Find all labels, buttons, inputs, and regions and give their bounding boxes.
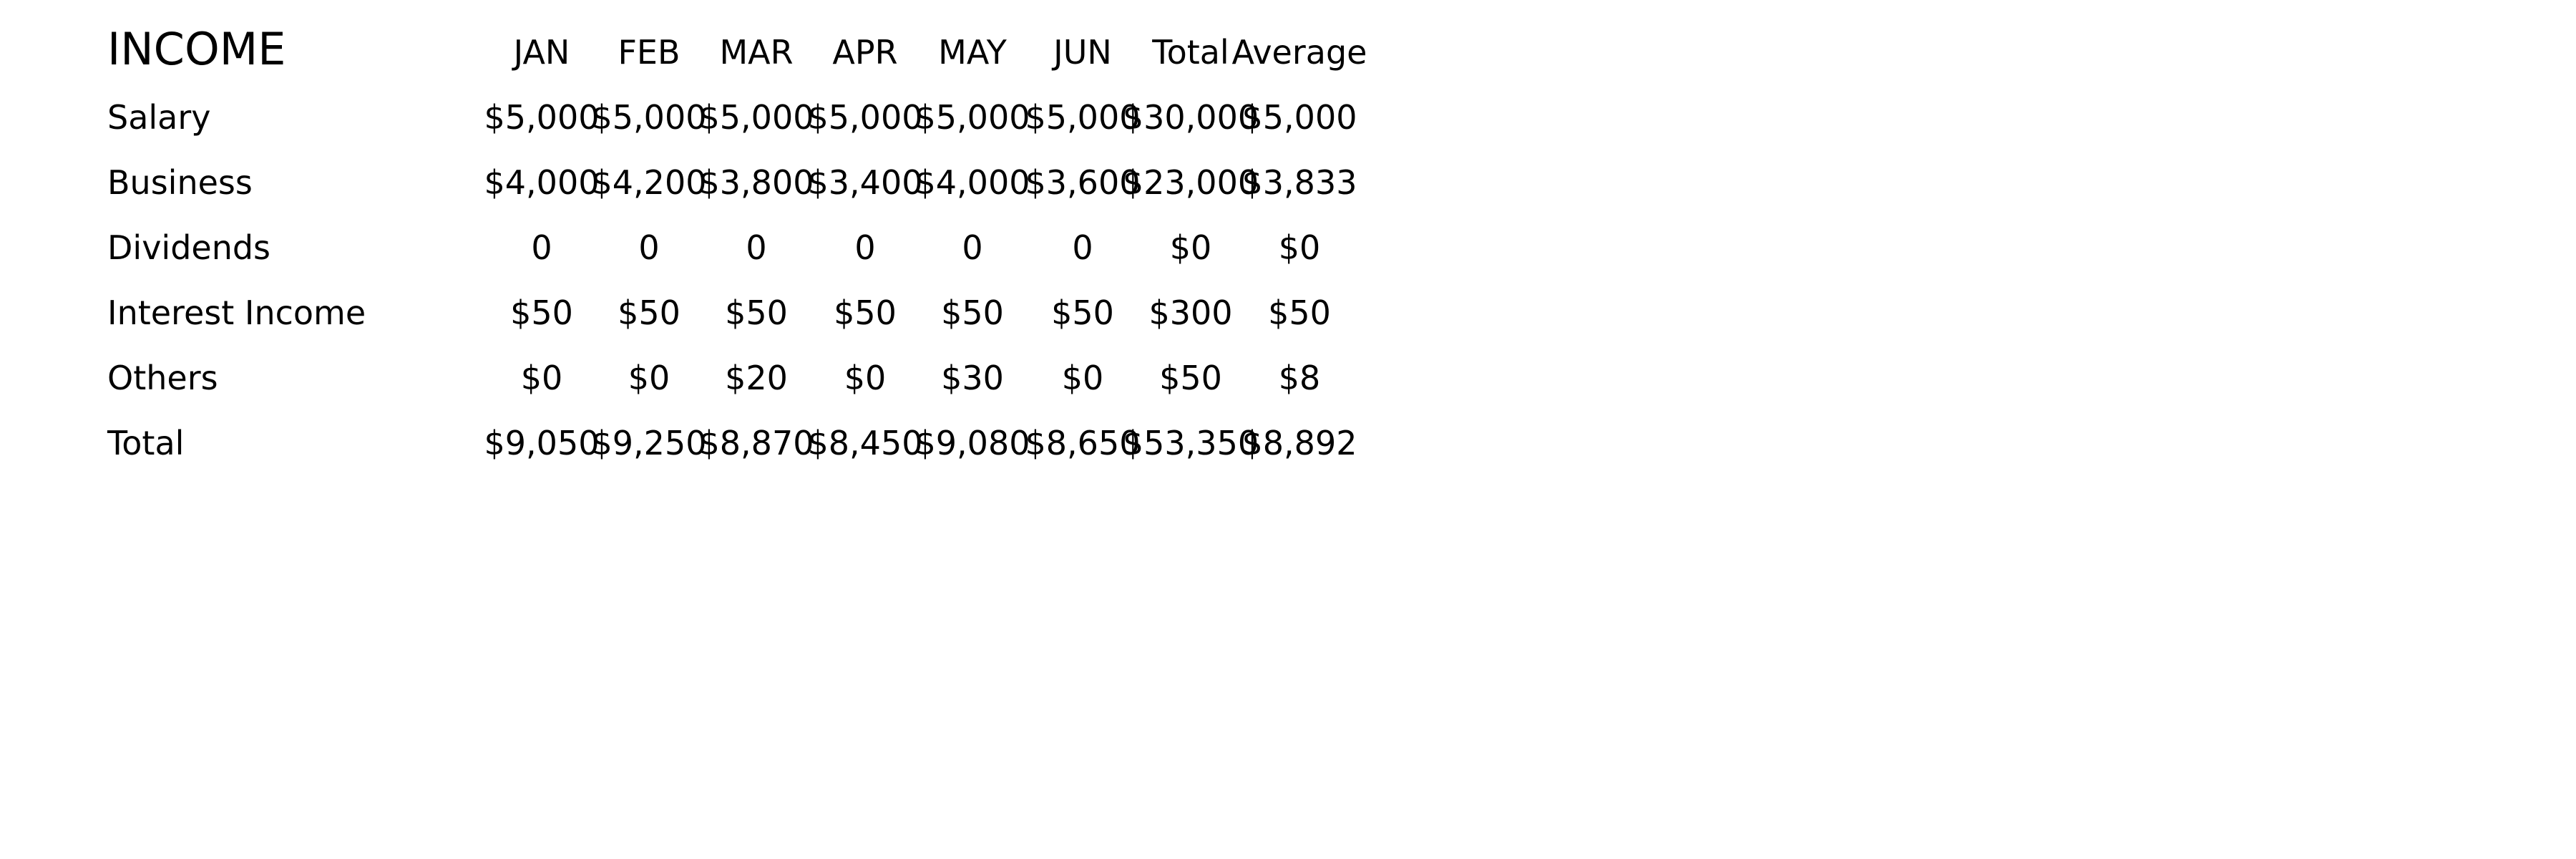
- table-title: INCOME: [107, 23, 286, 75]
- table-cell: $8,450: [807, 424, 923, 462]
- row-label-interest-income: Interest Income: [107, 293, 366, 332]
- table-cell: $8,650: [1025, 424, 1141, 462]
- row-label-business: Business: [107, 163, 253, 202]
- table-cell: $30: [941, 359, 1004, 397]
- table-cell: $3,800: [698, 163, 814, 202]
- table-cell: $9,250: [591, 424, 707, 462]
- column-header-apr: APR: [832, 33, 898, 72]
- row-label-total: Total: [107, 424, 185, 462]
- table-cell: $4,200: [591, 163, 707, 202]
- table-cell: $50: [510, 293, 573, 332]
- column-header-jan: JAN: [513, 33, 570, 72]
- table-cell: $50: [725, 293, 788, 332]
- table-cell: $8,870: [698, 424, 814, 462]
- column-header-mar: MAR: [719, 33, 794, 72]
- table-cell: $5,000: [484, 98, 600, 137]
- row-label-others: Others: [107, 359, 218, 397]
- table-cell: $0: [844, 359, 887, 397]
- table-cell: $8,892: [1241, 424, 1357, 462]
- table-cell: $53,350: [1122, 424, 1259, 462]
- column-header-total: Total: [1152, 33, 1229, 72]
- table-cell: $50: [941, 293, 1004, 332]
- table-cell: $50: [1268, 293, 1331, 332]
- table-cell: $4,000: [484, 163, 600, 202]
- table-cell: $30,000: [1122, 98, 1259, 137]
- table-cell: $3,400: [807, 163, 923, 202]
- table-cell: $50: [1051, 293, 1114, 332]
- table-cell: $5,000: [1241, 98, 1357, 137]
- table-cell: 0: [1072, 228, 1093, 267]
- column-header-feb: FEB: [618, 33, 680, 72]
- table-cell: $5,000: [914, 98, 1030, 137]
- table-cell: 0: [531, 228, 552, 267]
- table-cell: 0: [962, 228, 983, 267]
- column-header-may: MAY: [938, 33, 1007, 72]
- row-label-salary: Salary: [107, 98, 211, 137]
- table-cell: $5,000: [591, 98, 707, 137]
- table-cell: $9,080: [914, 424, 1030, 462]
- table-cell: $5,000: [1025, 98, 1141, 137]
- table-cell: $50: [618, 293, 680, 332]
- table-cell: $5,000: [698, 98, 814, 137]
- column-header-jun: JUN: [1053, 33, 1112, 72]
- table-cell: $9,050: [484, 424, 600, 462]
- row-label-dividends: Dividends: [107, 228, 271, 267]
- table-cell: $50: [834, 293, 897, 332]
- table-cell: 0: [638, 228, 660, 267]
- table-cell: $4,000: [914, 163, 1030, 202]
- table-cell: $0: [628, 359, 670, 397]
- table-cell: $50: [1159, 359, 1222, 397]
- column-header-average: Average: [1231, 33, 1367, 72]
- table-cell: $300: [1148, 293, 1233, 332]
- table-cell: $3,833: [1241, 163, 1357, 202]
- table-cell: $23,000: [1122, 163, 1259, 202]
- table-cell: 0: [746, 228, 767, 267]
- table-cell: $0: [1061, 359, 1104, 397]
- table-cell: 0: [854, 228, 876, 267]
- table-cell: $0: [1169, 228, 1212, 267]
- table-cell: $8: [1278, 359, 1321, 397]
- table-cell: $3,600: [1025, 163, 1141, 202]
- table-cell: $0: [520, 359, 563, 397]
- table-cell: $5,000: [807, 98, 923, 137]
- table-cell: $0: [1278, 228, 1321, 267]
- table-cell: $20: [725, 359, 788, 397]
